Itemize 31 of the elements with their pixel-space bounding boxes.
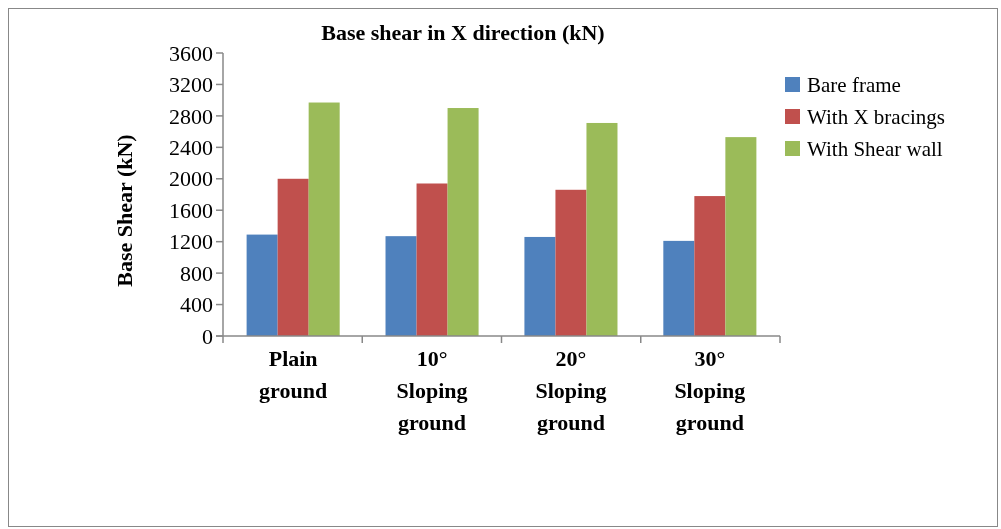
bar bbox=[385, 236, 417, 336]
y-tick-label: 1600 bbox=[169, 197, 213, 223]
y-tick-label: 3200 bbox=[169, 72, 213, 98]
bar bbox=[277, 178, 309, 336]
bar bbox=[555, 189, 587, 336]
x-tick-label: 30° Sloping ground bbox=[674, 346, 746, 435]
bar bbox=[725, 137, 757, 336]
bar bbox=[586, 122, 618, 336]
bar bbox=[524, 236, 556, 336]
y-tick-label: 3600 bbox=[169, 40, 213, 66]
y-tick-label: 1200 bbox=[169, 229, 213, 255]
y-tick-label: 400 bbox=[180, 292, 213, 318]
x-tick-label: Plain ground bbox=[259, 346, 328, 403]
bar bbox=[694, 196, 726, 336]
y-axis-title: Base Shear (kN) bbox=[112, 134, 137, 287]
legend-label: Bare frame bbox=[807, 73, 901, 98]
y-tick-label: 2000 bbox=[169, 166, 213, 192]
x-tick-label: 20° Sloping ground bbox=[535, 346, 607, 435]
y-tick-label: 2800 bbox=[169, 103, 213, 129]
bar bbox=[663, 240, 695, 336]
bar bbox=[416, 183, 448, 336]
y-tick-label: 0 bbox=[202, 323, 213, 349]
bar bbox=[308, 102, 340, 336]
chart-title: Base shear in X direction (kN) bbox=[321, 20, 605, 45]
x-tick-label: 10° Sloping ground bbox=[396, 346, 468, 435]
legend-label: With X bracings bbox=[807, 105, 945, 130]
bar bbox=[246, 234, 278, 336]
bar bbox=[447, 108, 479, 336]
y-tick-label: 800 bbox=[180, 260, 213, 286]
y-tick-label: 2400 bbox=[169, 135, 213, 161]
legend-label: With Shear wall bbox=[807, 137, 943, 162]
